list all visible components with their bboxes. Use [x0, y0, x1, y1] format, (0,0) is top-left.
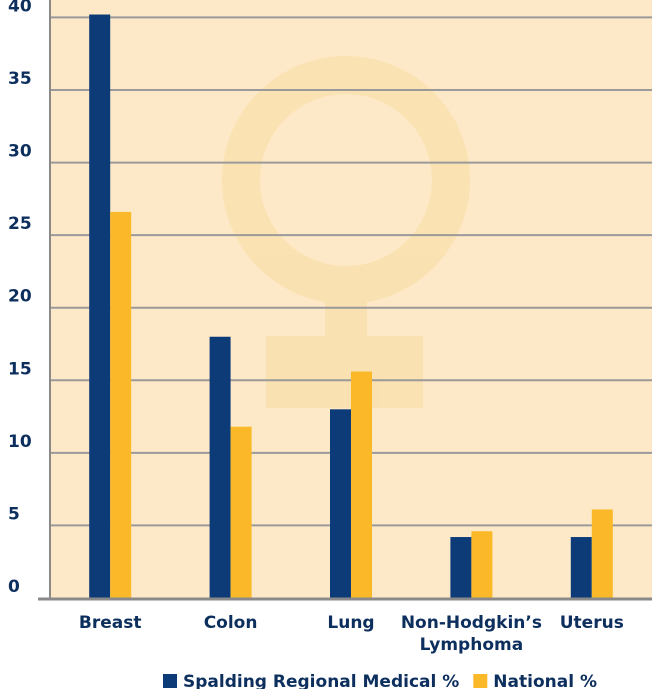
legend-swatch: [473, 674, 487, 688]
y-tick-label: 10: [8, 432, 32, 452]
bar: [471, 531, 492, 598]
bar: [231, 427, 252, 598]
legend-label: Spalding Regional Medical %: [183, 672, 459, 689]
legend-label: National %: [493, 672, 597, 689]
bar: [450, 537, 471, 598]
x-tick-label: Uterus: [560, 613, 624, 633]
bar: [89, 15, 110, 598]
bar: [330, 409, 351, 598]
bar: [351, 372, 372, 598]
y-tick-label: 35: [8, 69, 32, 89]
y-tick-label: 15: [8, 359, 32, 379]
y-tick-label: 25: [8, 214, 32, 234]
bar: [592, 509, 613, 598]
x-tick-label: Lung: [327, 613, 374, 633]
y-tick-label: 0: [8, 577, 20, 597]
y-tick-label: 20: [8, 287, 32, 307]
y-tick-label: 5: [8, 504, 20, 524]
x-tick-label: Breast: [79, 613, 142, 633]
x-tick-label: Colon: [204, 613, 258, 633]
chart: 0 5 10 15 20 25 30 35 40 Breast Colon Lung Non-Hodgk…: [0, 0, 652, 689]
bar: [210, 337, 231, 598]
legend-swatch: [163, 674, 177, 688]
y-tick-label: 40: [8, 0, 32, 16]
bar: [571, 537, 592, 598]
bar: [110, 212, 131, 598]
y-tick-label: 30: [8, 142, 32, 162]
